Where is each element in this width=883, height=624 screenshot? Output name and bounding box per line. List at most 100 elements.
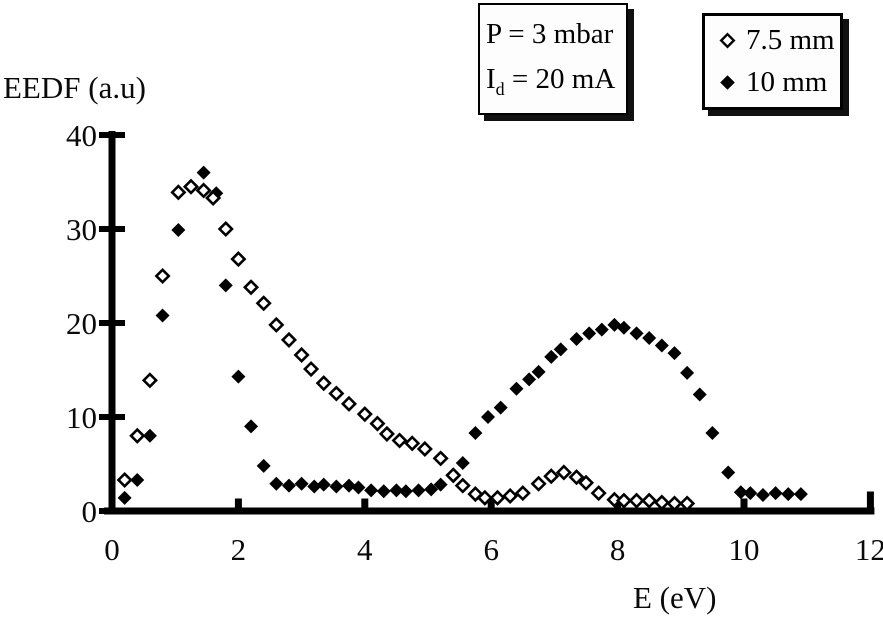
data-point xyxy=(328,385,345,402)
data-point xyxy=(680,365,695,380)
data-point xyxy=(455,456,470,471)
data-point xyxy=(454,477,471,494)
data-point xyxy=(243,279,260,296)
legend-item-10mm: 10 mm xyxy=(719,66,840,99)
data-point xyxy=(531,364,546,379)
data-point xyxy=(268,316,285,333)
data-point xyxy=(424,482,439,497)
data-point xyxy=(342,478,356,493)
data-point xyxy=(705,425,720,440)
data-point xyxy=(768,486,783,501)
data-point xyxy=(642,331,657,346)
current-symbol: I xyxy=(486,62,496,95)
data-point xyxy=(733,485,748,500)
data-point xyxy=(389,483,404,498)
data-point xyxy=(489,489,506,506)
data-point xyxy=(568,469,585,486)
data-point xyxy=(351,480,366,495)
data-point xyxy=(364,483,379,498)
data-point xyxy=(404,435,421,452)
data-point xyxy=(244,419,259,434)
svg-text:10: 10 xyxy=(729,532,760,567)
data-point xyxy=(755,488,770,503)
data-point xyxy=(679,495,696,512)
data-point xyxy=(378,425,395,442)
data-point xyxy=(509,381,524,396)
data-point xyxy=(522,372,537,387)
svg-text:12: 12 xyxy=(855,532,883,567)
current-value: = 20 mA xyxy=(504,62,616,95)
data-point xyxy=(411,483,426,498)
data-point xyxy=(616,320,631,335)
data-point xyxy=(281,478,296,493)
data-point xyxy=(577,474,595,491)
data-point xyxy=(329,479,344,494)
data-point xyxy=(398,484,413,499)
data-point xyxy=(376,484,391,499)
open-diamond-icon xyxy=(719,32,736,49)
data-point xyxy=(590,485,607,502)
legend-item-7-5mm: 7.5 mm xyxy=(719,24,840,57)
series-10-mm xyxy=(117,165,808,505)
data-point xyxy=(582,326,597,341)
data-point xyxy=(653,494,670,511)
data-point xyxy=(530,475,547,492)
current-subscript: d xyxy=(495,78,505,99)
data-point xyxy=(543,468,560,485)
data-point xyxy=(316,477,331,492)
data-point xyxy=(667,346,682,361)
svg-text:4: 4 xyxy=(357,532,373,567)
data-point xyxy=(256,458,271,473)
data-point xyxy=(307,479,322,494)
data-point xyxy=(293,346,310,363)
data-point xyxy=(555,464,572,481)
data-point xyxy=(195,182,212,199)
data-point xyxy=(129,427,146,444)
data-point xyxy=(476,489,493,506)
data-point xyxy=(793,487,808,502)
data-point xyxy=(514,485,531,502)
data-point xyxy=(182,178,200,195)
y-axis-title: EEDF (a.u) xyxy=(3,70,146,105)
data-point xyxy=(116,471,133,489)
data-point xyxy=(606,491,623,508)
data-point xyxy=(629,326,644,341)
svg-text:20: 20 xyxy=(66,306,97,341)
data-point xyxy=(369,415,386,432)
legend-label: 10 mm xyxy=(746,65,828,98)
data-point xyxy=(340,395,358,412)
data-point xyxy=(544,349,559,364)
data-point xyxy=(269,476,284,491)
data-point xyxy=(356,406,373,423)
svg-text:2: 2 xyxy=(231,532,247,567)
filled-diamond-icon xyxy=(720,74,735,90)
svg-text:40: 40 xyxy=(66,118,97,153)
svg-text:10: 10 xyxy=(66,400,97,435)
data-point xyxy=(141,372,158,389)
data-point xyxy=(205,189,222,207)
axes: 0 10 20 30 40 0 2 4 6 8 10 12 xyxy=(66,118,883,567)
data-point xyxy=(230,251,247,268)
data-point xyxy=(231,369,246,384)
data-point xyxy=(416,440,433,457)
data-point xyxy=(315,375,332,392)
data-point xyxy=(117,490,132,505)
data-point xyxy=(303,361,320,378)
data-point xyxy=(594,322,609,337)
pressure-text: P = 3 mbar xyxy=(486,17,614,50)
svg-text:0: 0 xyxy=(104,532,120,567)
current-text: Id = 20 mA xyxy=(486,62,626,100)
data-point xyxy=(196,165,211,180)
svg-text:30: 30 xyxy=(66,212,97,247)
data-point xyxy=(692,387,707,402)
data-point xyxy=(445,467,462,484)
legend-label: 7.5 mm xyxy=(746,24,835,57)
data-point xyxy=(218,278,233,293)
data-point xyxy=(615,492,632,509)
x-axis-title: E (eV) xyxy=(633,580,717,615)
data-point xyxy=(569,331,584,346)
data-point xyxy=(391,432,408,449)
data-point xyxy=(502,487,519,504)
